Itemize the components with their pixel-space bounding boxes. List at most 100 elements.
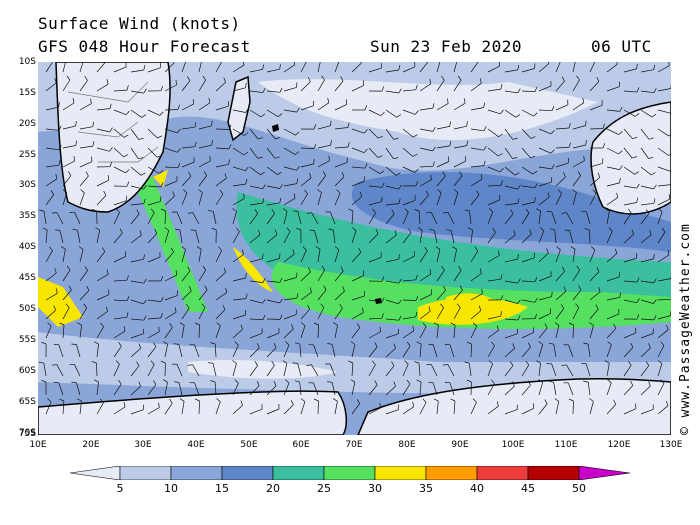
wind-barb	[385, 299, 399, 305]
wind-barb-feather	[568, 322, 574, 326]
wind-barb-feather	[636, 87, 640, 93]
wind-barb-feather	[363, 148, 368, 153]
wind-barb-feather	[75, 121, 77, 127]
wind-barb	[606, 363, 610, 377]
wind-barb-feather	[429, 229, 435, 231]
wind-barb	[130, 348, 141, 358]
wind-barb-feather	[42, 227, 48, 231]
wind-barb	[419, 402, 427, 415]
lat-label: 45S	[18, 273, 36, 283]
wind-barb	[419, 194, 429, 206]
wind-barb	[317, 324, 319, 339]
wind-barb-feather	[66, 75, 71, 81]
wind-barb	[402, 255, 415, 263]
wind-barb-feather	[115, 360, 120, 365]
wind-barb-feather	[254, 361, 258, 366]
wind-barb-feather	[512, 137, 518, 140]
wind-barb	[402, 128, 414, 138]
wind-barb	[215, 163, 229, 168]
wind-barb	[589, 401, 594, 415]
wind-barb	[368, 201, 382, 206]
wind-barb	[79, 325, 82, 339]
wind-barb	[113, 212, 120, 225]
wind-barb-feather	[453, 189, 459, 193]
wind-barb	[96, 362, 98, 377]
wind-barb	[487, 109, 501, 115]
wind-barb	[368, 67, 382, 73]
wind-barb-feather	[450, 322, 456, 326]
wind-barb	[317, 175, 326, 187]
wind-barb	[551, 211, 557, 225]
wind-barb	[351, 252, 362, 263]
wind-barb-feather	[54, 268, 57, 274]
wind-barb	[300, 62, 307, 73]
lat-label: 75S	[18, 429, 36, 439]
wind-barb-feather	[348, 208, 354, 212]
wind-barb-feather	[393, 157, 399, 160]
wind-barb	[470, 62, 479, 73]
wind-barb	[62, 249, 66, 263]
wind-barb	[469, 211, 472, 225]
wind-barb	[113, 330, 126, 339]
wind-barb	[283, 382, 290, 396]
wind-barb	[317, 125, 331, 130]
wind-barb-feather	[414, 209, 420, 212]
wind-barb	[470, 230, 473, 244]
wind-barb-feather	[260, 113, 266, 118]
credit-text: © www.PassageWeather.com	[678, 223, 693, 435]
wind-barb-feather	[466, 121, 468, 127]
wind-barb	[623, 234, 634, 244]
wind-barb	[555, 271, 565, 282]
wind-barb-feather	[273, 343, 277, 348]
wind-barb	[283, 211, 288, 225]
wind-barb-feather	[126, 275, 129, 281]
wind-barb	[300, 325, 306, 339]
wind-barb-feather	[196, 246, 202, 250]
wind-barb	[266, 299, 280, 304]
wind-barb	[266, 213, 275, 225]
wind-barb-feather	[583, 342, 589, 345]
wind-barb	[266, 234, 278, 244]
wind-barb-feather	[500, 311, 502, 317]
wind-barb-feather	[550, 130, 555, 135]
wind-barb	[470, 194, 480, 206]
wind-barb	[215, 105, 229, 111]
wind-barb	[606, 147, 619, 155]
wind-barb	[640, 147, 649, 159]
wind-barb	[419, 165, 434, 168]
wind-barb	[79, 401, 82, 415]
wind-barb-feather	[496, 401, 499, 407]
wind-barb	[589, 163, 603, 168]
wind-barb-feather	[192, 99, 194, 105]
wind-barb	[45, 62, 54, 73]
wind-barb-feather	[58, 160, 61, 166]
wind-barb-feather	[595, 304, 599, 310]
wind-barb	[232, 298, 246, 301]
wind-barb	[385, 318, 399, 321]
wind-barb-feather	[202, 265, 207, 271]
wind-barb	[147, 384, 157, 396]
wind-barb	[79, 103, 92, 111]
wind-barb-feather	[491, 379, 495, 385]
wind-barb-feather	[228, 124, 232, 130]
wind-barb-feather	[282, 360, 288, 364]
wind-barb-feather	[590, 246, 596, 251]
wind-barb	[181, 325, 185, 339]
wind-barb-feather	[160, 85, 164, 91]
wind-barb	[147, 201, 161, 206]
wind-barb-feather	[483, 145, 487, 151]
wind-barb	[623, 202, 637, 206]
wind-barb-feather	[572, 189, 577, 193]
wind-barb	[79, 307, 88, 320]
wind-barb	[147, 331, 160, 339]
wind-barb	[198, 160, 211, 168]
wind-barb-feather	[378, 135, 383, 139]
wind-barb	[657, 198, 670, 206]
wind-barb-feather	[262, 278, 266, 283]
wind-barb	[521, 109, 534, 117]
wind-barb	[487, 232, 496, 244]
wind-barb	[657, 88, 671, 92]
wind-barb-feather	[568, 398, 574, 402]
wind-barb	[45, 309, 56, 320]
wind-barb	[45, 250, 53, 263]
